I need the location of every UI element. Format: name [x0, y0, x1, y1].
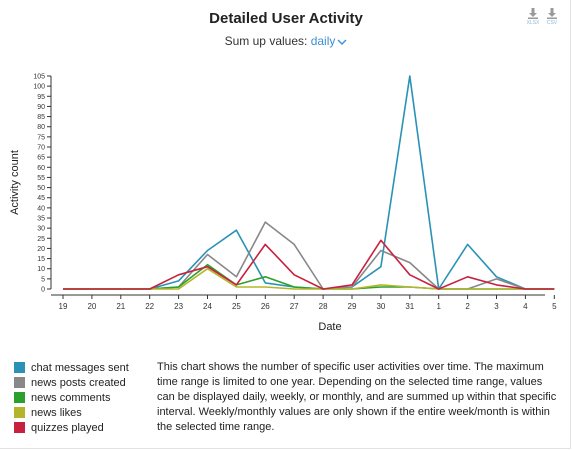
series-line-news-posts-created	[63, 221, 555, 290]
y-tick-label: 0	[41, 287, 45, 294]
legend-label: news posts created	[31, 376, 126, 389]
y-tick-label: 10	[37, 266, 45, 273]
x-tick-label: 2	[465, 302, 470, 311]
x-tick-label: 3	[494, 302, 499, 311]
chart-legend: chat messages sent news posts created ne…	[14, 360, 129, 435]
legend-item-chat-messages[interactable]: chat messages sent	[14, 360, 129, 375]
y-tick-label: 40	[37, 205, 45, 212]
x-tick-label: 23	[174, 302, 183, 311]
x-tick-label: 1	[436, 302, 441, 311]
x-tick-label: 4	[523, 302, 528, 311]
series-line-news-likes	[63, 267, 555, 290]
legend-swatch	[14, 392, 25, 403]
x-tick-label: 26	[261, 302, 270, 311]
x-tick-label: 19	[59, 302, 68, 311]
legend-item-news-posts[interactable]: news posts created	[14, 375, 129, 390]
x-tick-label: 21	[116, 302, 125, 311]
series-line-quizzes-played	[63, 239, 555, 290]
chevron-down-icon	[337, 39, 347, 45]
legend-label: quizzes played	[31, 421, 104, 434]
y-tick-label: 5	[41, 276, 45, 283]
download-icon	[528, 8, 538, 19]
legend-swatch	[14, 422, 25, 433]
y-tick-label: 85	[37, 114, 45, 121]
legend-item-quizzes-played[interactable]: quizzes played	[14, 420, 129, 435]
y-axis-title: Activity count	[9, 150, 21, 215]
chart-description: This chart shows the number of specific …	[157, 361, 557, 433]
download-icon	[547, 8, 557, 19]
y-tick-label: 60	[37, 165, 45, 172]
legend-swatch	[14, 362, 25, 373]
y-tick-label: 105	[33, 74, 45, 81]
x-tick-label: 29	[348, 302, 357, 311]
x-tick-label: 28	[319, 302, 328, 311]
download-csv-button[interactable]: CSV	[543, 8, 561, 26]
legend-label: news comments	[31, 391, 111, 404]
sum-up-label: Sum up values:	[224, 34, 308, 48]
legend-item-news-likes[interactable]: news likes	[14, 405, 129, 420]
sum-up-select[interactable]: daily	[311, 34, 348, 48]
legend-label: chat messages sent	[31, 361, 129, 374]
legend-swatch	[14, 407, 25, 418]
x-tick-label: 31	[405, 302, 414, 311]
x-axis-title: Date	[318, 321, 341, 333]
x-tick-label: 22	[145, 302, 154, 311]
x-tick-label: 27	[290, 302, 299, 311]
y-tick-label: 70	[37, 145, 45, 152]
y-tick-label: 55	[37, 175, 45, 182]
legend-item-news-comments[interactable]: news comments	[14, 390, 129, 405]
legend-label: news likes	[31, 406, 82, 419]
sum-up-control: Sum up values: daily	[0, 34, 572, 48]
y-tick-label: 65	[37, 155, 45, 162]
y-tick-label: 90	[37, 104, 45, 111]
y-tick-label: 30	[37, 226, 45, 233]
x-tick-label: 20	[87, 302, 96, 311]
download-xlsx-button[interactable]: XLSX	[524, 8, 542, 26]
y-tick-label: 20	[37, 246, 45, 253]
download-xlsx-label: XLSX	[526, 20, 540, 26]
series-line-news-comments	[63, 263, 555, 290]
y-tick-label: 35	[37, 216, 45, 223]
series-line-chat-messages-sent	[63, 75, 555, 290]
sum-up-selected-value: daily	[310, 34, 336, 48]
y-tick-label: 50	[37, 185, 45, 192]
x-tick-label: 24	[203, 302, 212, 311]
y-tick-label: 25	[37, 236, 45, 243]
x-tick-label: 30	[376, 302, 385, 311]
y-tick-label: 75	[37, 134, 45, 141]
x-tick-label: 25	[232, 302, 241, 311]
chart-title: Detailed User Activity	[209, 10, 363, 27]
download-csv-label: CSV	[546, 20, 558, 26]
x-tick-label: 5	[552, 302, 557, 311]
y-tick-label: 15	[37, 256, 45, 263]
y-tick-label: 45	[37, 195, 45, 202]
legend-swatch	[14, 377, 25, 388]
y-tick-label: 95	[37, 94, 45, 101]
y-tick-label: 100	[33, 84, 45, 91]
activity-line-chart: 0510152025303540455055606570758085909510…	[9, 74, 557, 334]
y-tick-label: 80	[37, 124, 45, 131]
